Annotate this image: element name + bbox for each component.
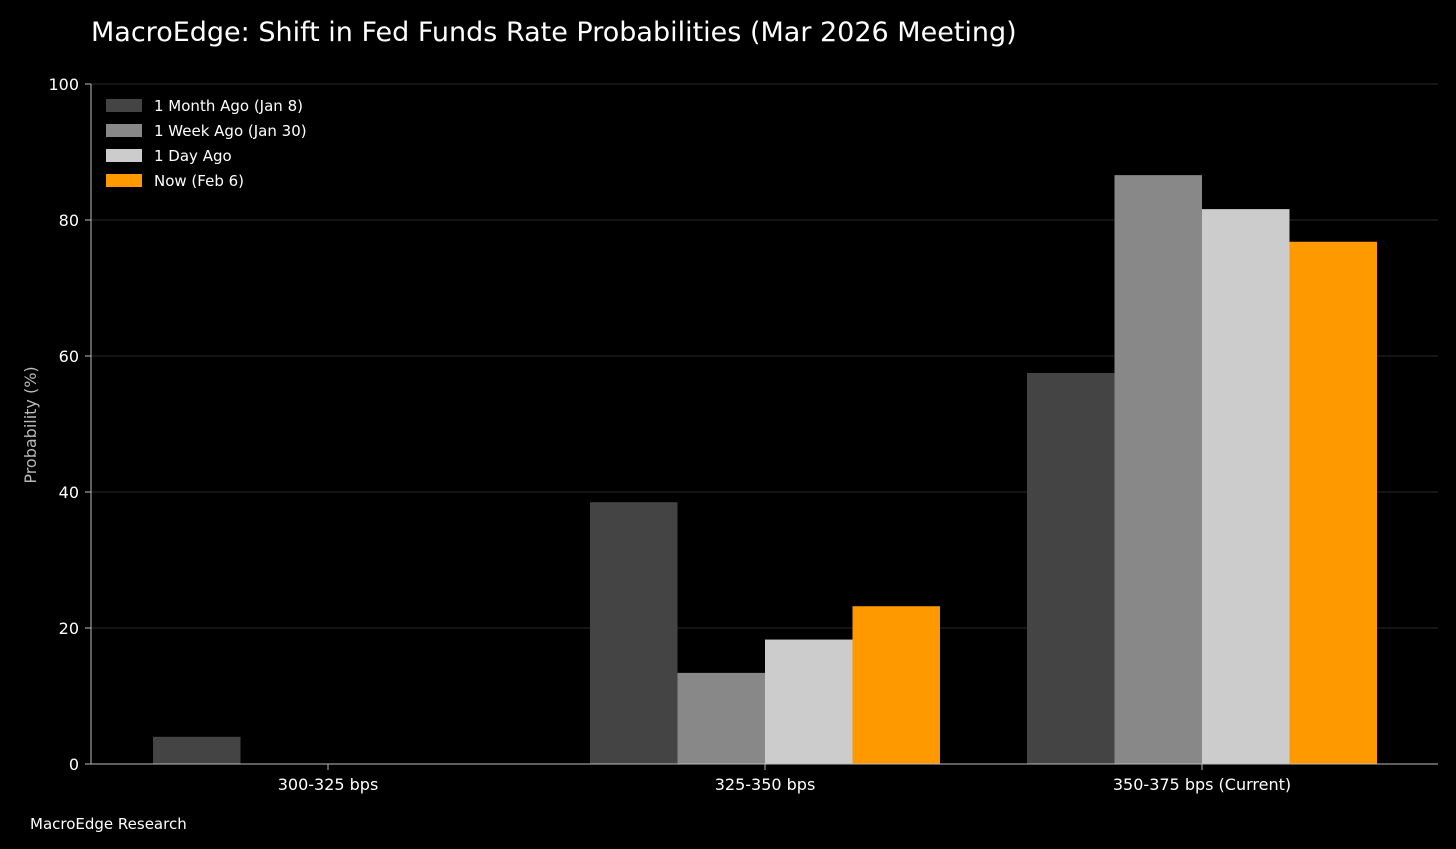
bar-3-series-4	[1289, 241, 1377, 764]
bar-2-series-3	[765, 639, 853, 764]
y-axis-label: Probability (%)	[21, 366, 40, 483]
legend-label-2: 1 Week Ago (Jan 30)	[154, 122, 307, 140]
chart-title: MacroEdge: Shift in Fed Funds Rate Proba…	[91, 17, 1017, 48]
y-tick-label-20: 20	[59, 619, 79, 638]
legend-label-1: 1 Month Ago (Jan 8)	[154, 97, 303, 115]
legend-swatch-1	[106, 99, 142, 112]
x-tick-label-2: 325-350 bps	[715, 775, 816, 794]
y-tick-label-80: 80	[59, 211, 79, 230]
source-credit: MacroEdge Research	[30, 815, 187, 833]
bar-1-series-1	[153, 736, 241, 764]
legend-swatch-2	[106, 124, 142, 137]
y-tick-label-100: 100	[48, 75, 79, 94]
x-tick-label-1: 300-325 bps	[278, 775, 379, 794]
y-tick-label-60: 60	[59, 347, 79, 366]
y-tick-label-0: 0	[69, 755, 79, 774]
legend-swatch-4	[106, 174, 142, 187]
legend: 1 Month Ago (Jan 8) 1 Week Ago (Jan 30) 1 …	[106, 97, 307, 190]
legend-swatch-3	[106, 149, 142, 162]
axes: 0 20 40 60 80 100 300-325 bps 325-350 bps 350-37…	[48, 75, 1438, 794]
y-tick-label-40: 40	[59, 483, 79, 502]
legend-label-4: Now (Feb 6)	[154, 172, 244, 190]
legend-label-3: 1 Day Ago	[154, 147, 232, 165]
bar-3-series-1	[1027, 373, 1115, 764]
bar-2-series-4	[852, 606, 940, 764]
bar-3-series-2	[1114, 175, 1202, 764]
x-tick-label-3: 350-375 bps (Current)	[1113, 775, 1291, 794]
bar-2-series-1	[590, 502, 678, 764]
bar-2-series-2	[677, 672, 765, 764]
bars	[153, 175, 1377, 764]
bar-3-series-3	[1202, 209, 1290, 764]
